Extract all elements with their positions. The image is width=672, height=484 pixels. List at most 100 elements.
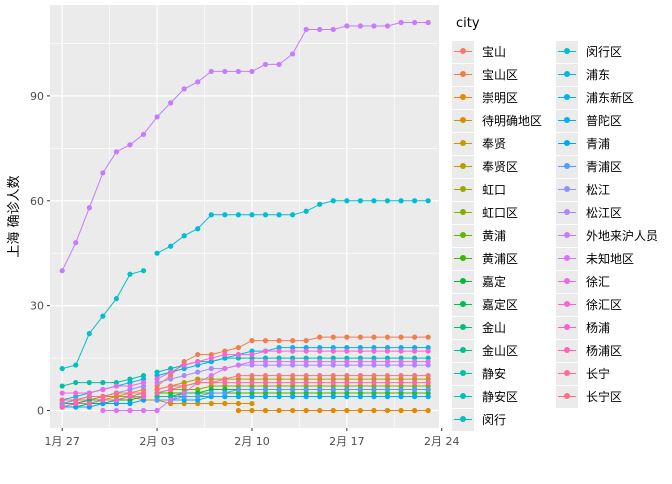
data-point-22-17 — [384, 386, 391, 393]
data-point-32-20 — [425, 372, 431, 379]
legend-key-point — [564, 47, 570, 54]
legend-key-point — [564, 185, 570, 192]
data-point-28-10 — [290, 348, 296, 354]
legend-label: 杨浦 — [586, 321, 611, 335]
data-point-22-7 — [249, 386, 255, 393]
legend-key — [556, 109, 578, 132]
data-point-28-3 — [195, 358, 201, 365]
legend-key — [556, 385, 578, 408]
data-point-17-7 — [249, 212, 255, 218]
plot-panel — [50, 5, 439, 428]
data-point-1-17 — [384, 334, 391, 340]
data-point-25-2 — [86, 205, 92, 211]
data-point-28-2 — [181, 362, 187, 368]
data-point-21-5 — [127, 400, 133, 407]
data-point-31-0 — [59, 397, 65, 403]
data-point-17-2 — [181, 233, 187, 239]
data-point-28-15 — [357, 348, 363, 354]
data-point-25-10 — [195, 79, 201, 85]
legend-key-point — [564, 277, 570, 284]
data-point-2-5 — [303, 407, 309, 414]
data-point-25-4 — [113, 149, 120, 155]
data-point-25-21 — [344, 23, 350, 29]
data-point-2-10 — [371, 407, 377, 414]
data-point-26-24 — [425, 358, 431, 365]
data-point-25-19 — [317, 26, 323, 33]
data-point-30-6 — [235, 379, 242, 386]
y-axis-title: 上海 确诊人数 — [7, 175, 22, 257]
legend-label: 嘉定区 — [482, 298, 519, 312]
legend-key — [556, 247, 578, 270]
data-point-28-6 — [235, 351, 242, 358]
legend-key — [452, 385, 474, 408]
data-point-29-0 — [59, 404, 65, 410]
legend-key — [556, 224, 578, 247]
data-point-2-14 — [425, 407, 431, 414]
data-point-26-11 — [249, 358, 255, 365]
legend-item: 普陀区 — [556, 109, 660, 132]
data-point-30-13 — [330, 379, 336, 386]
legend-item: 奉贤区 — [452, 155, 556, 178]
data-point-32-15 — [357, 372, 363, 379]
legend-item: 黄浦区 — [452, 247, 556, 270]
data-point-1-20 — [425, 334, 431, 340]
data-point-17-19 — [412, 198, 418, 204]
legend-item: 杨浦区 — [556, 339, 660, 362]
legend-label: 浦东 — [586, 68, 611, 82]
legend-column: 宝山 宝山区 崇明区 待明确地区 奉贤 奉贤区 虹口 虹口区 黄浦 黄浦区 嘉定 嘉定区 金山 金山区 静安… — [452, 40, 556, 431]
data-point-25-6 — [140, 131, 147, 137]
data-point-14-0 — [59, 383, 65, 389]
data-point-17-16 — [371, 198, 377, 204]
data-point-2-1 — [249, 407, 255, 414]
data-point-1-9 — [276, 338, 282, 344]
data-point-25-27 — [425, 19, 431, 26]
data-point-30-10 — [290, 379, 296, 386]
data-point-22-18 — [398, 386, 404, 393]
data-point-20-18 — [398, 393, 404, 400]
data-point-2-0 — [235, 407, 242, 414]
data-point-26-17 — [330, 358, 336, 365]
legend-key — [452, 178, 474, 201]
legend-item: 宝山 — [452, 40, 556, 63]
legend-item: 徐汇区 — [556, 293, 660, 316]
data-point-22-15 — [357, 386, 363, 393]
legend-label: 浦东新区 — [586, 91, 635, 105]
legend-key — [452, 316, 474, 339]
data-point-3-11 — [208, 400, 214, 407]
data-point-32-8 — [262, 372, 269, 379]
data-point-27-4 — [113, 383, 120, 389]
data-point-24-4 — [208, 365, 214, 372]
legend-key-point — [460, 208, 466, 215]
y-tick-label: 60 — [30, 195, 44, 208]
data-point-30-17 — [384, 379, 391, 386]
legend-key — [556, 316, 578, 339]
legend-key-point — [460, 277, 466, 284]
legend-item: 青浦 — [556, 132, 660, 155]
data-point-17-1 — [168, 243, 174, 249]
data-point-32-17 — [384, 372, 391, 379]
data-point-17-12 — [317, 201, 323, 207]
data-point-2-2 — [262, 407, 269, 414]
data-point-17-17 — [384, 198, 391, 204]
legend-key — [452, 40, 474, 63]
legend-key — [452, 339, 474, 362]
legend-label: 虹口区 — [482, 206, 519, 220]
data-point-32-18 — [398, 372, 404, 379]
legend-key — [556, 293, 578, 316]
legend-key-point — [460, 139, 466, 146]
data-point-14-2 — [86, 379, 92, 386]
legend-key — [452, 362, 474, 385]
legend-item: 闵行 — [452, 408, 556, 431]
legend-label: 普陀区 — [586, 114, 623, 128]
legend-key — [452, 109, 474, 132]
data-point-32-10 — [290, 372, 296, 379]
data-point-30-12 — [317, 379, 323, 386]
legend-key-point — [564, 70, 570, 77]
data-point-32-13 — [330, 372, 336, 379]
legend-label: 奉贤区 — [482, 160, 519, 174]
data-point-3-12 — [222, 400, 228, 407]
x-tick-label: 2月 03 — [139, 435, 175, 448]
data-point-24-1 — [168, 376, 174, 382]
legend-label: 闵行 — [482, 413, 507, 427]
